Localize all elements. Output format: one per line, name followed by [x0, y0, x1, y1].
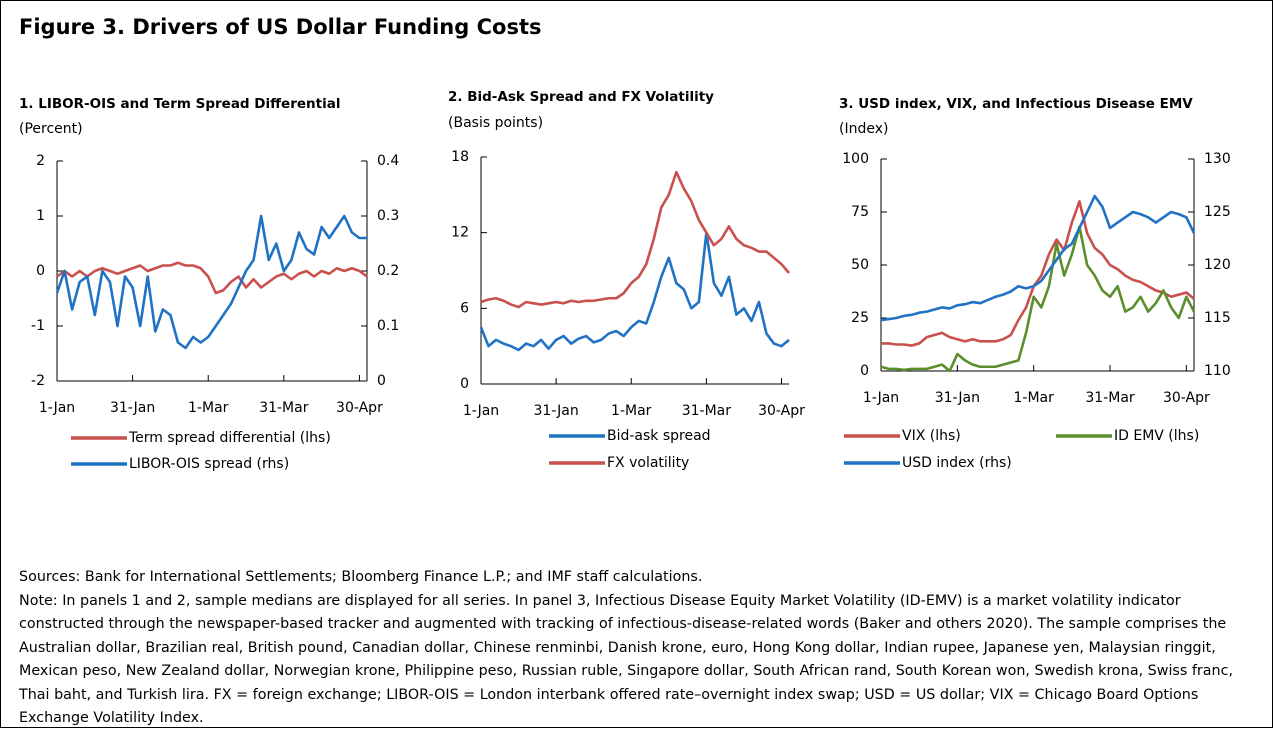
x-tick-label: 31-Jan [935, 390, 980, 406]
legend-label: Bid-ask spread [607, 428, 711, 444]
figure-title: Figure 3. Drivers of US Dollar Funding C… [19, 15, 542, 39]
y-tick-label: 12 [451, 225, 469, 241]
x-tick-label: 30-Apr [336, 400, 383, 416]
y-tick-label: 2 [36, 153, 45, 169]
x-tick-label: 1-Jan [863, 390, 899, 406]
panel-title: 1. LIBOR-OIS and Term Spread Differentia… [19, 96, 340, 112]
footnotes: Sources: Bank for International Settleme… [19, 566, 1259, 731]
series-line [480, 170, 790, 309]
y-tick-label: 25 [851, 310, 869, 326]
series-line [55, 214, 367, 350]
series-line [56, 261, 368, 295]
x-tick-label: 31-Jan [110, 400, 155, 416]
y-tick-label: 1 [36, 208, 45, 224]
series-line [880, 194, 1196, 322]
panel-subtitle: (Index) [839, 121, 888, 137]
y2-tick-label: 110 [1204, 363, 1231, 379]
y2-tick-label: 0 [377, 373, 386, 389]
y2-tick-label: 0.3 [377, 208, 399, 224]
x-tick-label: 1-Mar [188, 400, 229, 416]
x-tick-label: 31-Jan [534, 403, 579, 419]
charts: 1. LIBOR-OIS and Term Spread Differentia… [19, 89, 1231, 472]
y2-tick-label: 120 [1204, 257, 1231, 273]
y-tick-label: -1 [31, 318, 45, 334]
series-line [881, 200, 1195, 347]
series-line [880, 225, 1196, 373]
y-tick-label: 0 [460, 376, 469, 392]
note: Note: In panels 1 and 2, sample medians … [19, 592, 1233, 727]
legend-label: ID EMV (lhs) [1114, 428, 1199, 444]
series-line [479, 231, 790, 352]
x-tick-label: 1-Mar [611, 403, 652, 419]
y-tick-label: 100 [842, 151, 869, 167]
legend-label: Term spread differential (lhs) [128, 430, 331, 446]
y-tick-label: 18 [451, 149, 469, 165]
panel-title: 2. Bid-Ask Spread and FX Volatility [448, 89, 714, 105]
x-tick-label: 31-Mar [259, 400, 309, 416]
y2-tick-label: 0.4 [377, 153, 399, 169]
y2-tick-label: 125 [1204, 204, 1231, 220]
x-tick-label: 31-Mar [1085, 390, 1135, 406]
x-tick-label: 1-Jan [463, 403, 499, 419]
y-tick-label: 75 [851, 204, 869, 220]
legend-label: VIX (lhs) [902, 428, 961, 444]
y-tick-label: -2 [31, 373, 45, 389]
y2-tick-label: 115 [1204, 310, 1231, 326]
sources: Sources: Bank for International Settleme… [19, 569, 703, 585]
y-tick-label: 6 [460, 300, 469, 316]
legend-label: USD index (rhs) [902, 455, 1012, 471]
y2-tick-label: 0.1 [377, 318, 399, 334]
y-tick-label: 50 [851, 257, 869, 273]
y2-tick-label: 0.2 [377, 263, 399, 279]
x-tick-label: 31-Mar [682, 403, 732, 419]
legend-label: FX volatility [607, 455, 689, 471]
panel-title: 3. USD index, VIX, and Infectious Diseas… [839, 96, 1193, 112]
x-tick-label: 30-Apr [1163, 390, 1210, 406]
x-tick-label: 1-Jan [39, 400, 75, 416]
panel-subtitle: (Basis points) [448, 115, 543, 131]
legend-label: LIBOR-OIS spread (rhs) [129, 456, 289, 472]
x-tick-label: 30-Apr [758, 403, 805, 419]
y-tick-label: 0 [36, 263, 45, 279]
y-tick-label: 0 [860, 363, 869, 379]
panel-subtitle: (Percent) [19, 121, 83, 137]
y2-tick-label: 130 [1204, 151, 1231, 167]
x-tick-label: 1-Mar [1013, 390, 1054, 406]
